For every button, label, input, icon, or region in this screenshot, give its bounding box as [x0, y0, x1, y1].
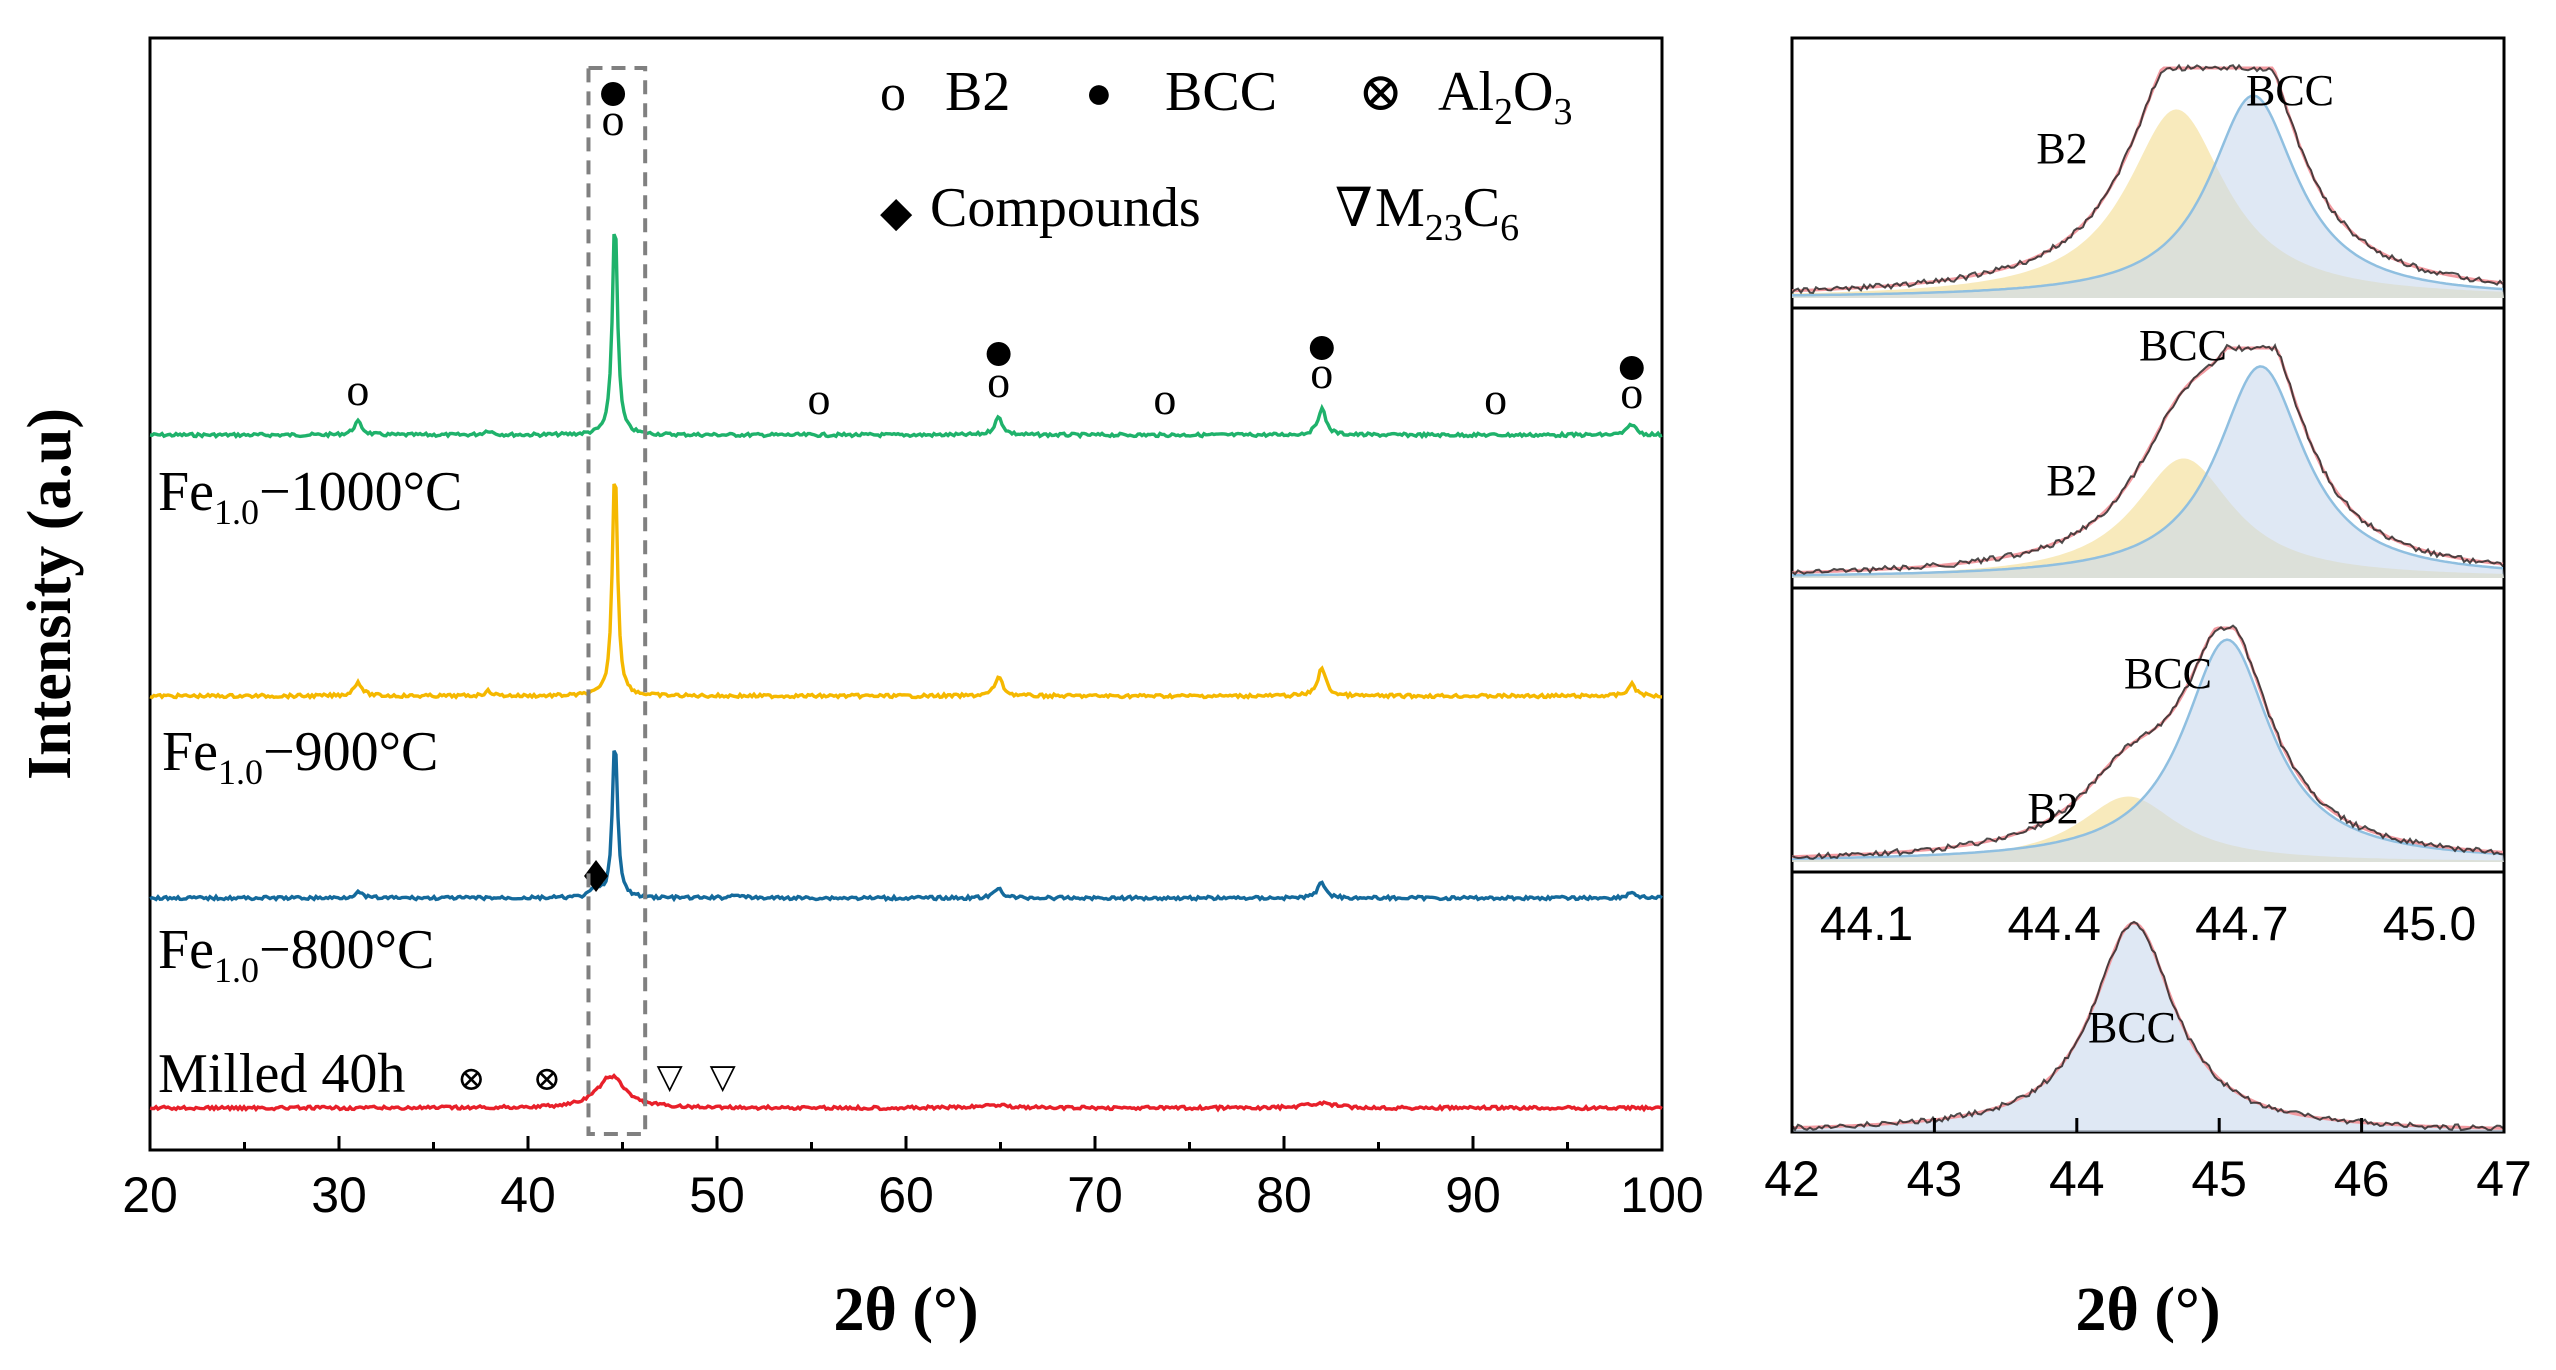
bcc-area [1792, 923, 2504, 1132]
x-tick-label: 40 [500, 1167, 556, 1223]
bcc-fit-line [1792, 94, 2504, 297]
panel-b2-label: B2 [2036, 124, 2087, 173]
x-tick-label: 20 [122, 1167, 178, 1223]
x-tick-label: 30 [311, 1167, 367, 1223]
b2-marker: o [1310, 347, 1333, 398]
legend-m23c6-label: M23C6 [1375, 177, 1519, 249]
main-y-axis-label: Intensity (a.u) [16, 408, 84, 780]
legend: o B2 ● BCC ⊗ Al2O3 ◆ Compounds ∇ M23C6 [880, 61, 1572, 249]
phase-markers: o o o o o o o o ⊗ ⊗ ▽ ▽ [346, 82, 1644, 1098]
x-tick-label: 50 [689, 1167, 745, 1223]
sample-label-3: Milled 40h [158, 1043, 405, 1105]
trace-0 [149, 233, 1663, 440]
main-x-axis: 20 30 40 50 60 70 80 90 100 [122, 1136, 1704, 1223]
inner-x-tick-label: 44.4 [2007, 898, 2100, 951]
b2-marker: o [808, 373, 831, 424]
panel-bcc-label: BCC [2088, 1003, 2176, 1052]
b2-marker: o [1620, 367, 1643, 418]
right-x-tick-label: 43 [1907, 1151, 1963, 1207]
inner-x-tick-label: 44.7 [2195, 898, 2288, 951]
observed-line [1791, 342, 2504, 576]
deconvolution-panels: BCC B2 BCC B2 BCC B2 BCC 42 43 44 45 46 47 44.1 44.4… [1764, 36, 2532, 1344]
m23c6-marker: ▽ [710, 1059, 737, 1096]
bcc-marker [986, 342, 1011, 366]
bcc-marker [1309, 336, 1334, 360]
sample-label-1: Fe1.0−900°C [162, 721, 438, 792]
legend-m23c6-symbol: ∇ [1335, 178, 1373, 238]
trace-3 [149, 1073, 1663, 1113]
b2-marker: o [602, 94, 625, 145]
b2-marker: o [1484, 373, 1507, 424]
panel-bcc-label: BCC [2246, 66, 2334, 115]
bcc-area [1792, 95, 2504, 298]
right-x-tick-label: 45 [2191, 1151, 2247, 1207]
bcc-fit-line [1792, 365, 2504, 577]
bcc-fit-line [1792, 638, 2504, 860]
bcc-marker [601, 82, 626, 106]
x-tick-label: 70 [1067, 1167, 1123, 1223]
bcc-marker [1619, 356, 1644, 380]
x-tick-label: 80 [1256, 1167, 1312, 1223]
right-x-axis-label: 2θ (°) [2076, 1276, 2221, 1344]
trace-1 [149, 483, 1663, 701]
highlight-box [586, 66, 648, 1136]
right-x-tick-label: 44 [2049, 1151, 2105, 1207]
trace-2 [149, 750, 1664, 903]
sample-labels: Fe1.0−1000°C Fe1.0−900°C Fe1.0−800°C Milled… [158, 461, 462, 1105]
panel-b2-label: B2 [2027, 784, 2078, 833]
inner-x-tick-label: 44.1 [1820, 898, 1913, 951]
right-x-tick-label: 42 [1764, 1151, 1820, 1207]
x-tick-label: 90 [1445, 1167, 1501, 1223]
b2-area [1792, 458, 2504, 578]
inner-x-tick-label: 45.0 [2383, 898, 2476, 951]
x-tick-label: 60 [878, 1167, 934, 1223]
main-x-axis-label: 2θ (°) [834, 1276, 979, 1344]
legend-compounds-label: Compounds [930, 177, 1201, 239]
right-x-tick-label: 46 [2334, 1151, 2390, 1207]
main-xrd-chart: 20 30 40 50 60 70 80 90 100 o o o o o o o o ⊗ ⊗ ▽ ▽ Fe1.0−1… [16, 36, 1704, 1344]
x-tick-label: 100 [1620, 1167, 1703, 1223]
legend-bcc-symbol: ● [1085, 67, 1113, 118]
bcc-area [1792, 366, 2504, 578]
b2-area [1792, 109, 2504, 299]
legend-b2-symbol: o [880, 65, 906, 122]
main-traces [149, 233, 1664, 1113]
legend-al2o3-label: Al2O3 [1438, 61, 1572, 133]
right-panels-content: BCC B2 BCC B2 BCC B2 BCC [1791, 63, 2504, 1132]
observed-line [1791, 624, 2504, 860]
legend-bcc-label: BCC [1165, 61, 1277, 123]
m23c6-marker: ▽ [657, 1059, 684, 1096]
legend-b2-label: B2 [945, 61, 1010, 123]
right-x-axis: 42 43 44 45 46 47 [1764, 1118, 2532, 1207]
b2-marker: o [346, 364, 369, 415]
panel-bcc-label: BCC [2124, 649, 2212, 698]
sample-label-0: Fe1.0−1000°C [158, 461, 462, 532]
legend-al2o3-symbol: ⊗ [1358, 62, 1403, 122]
observed-line [1791, 63, 2504, 295]
inner-x-axis: 44.1 44.4 44.7 45.0 [1820, 898, 2476, 951]
b2-marker: o [1153, 373, 1176, 424]
al2o3-marker: ⊗ [457, 1061, 486, 1098]
bcc-area [1792, 639, 2504, 862]
right-x-tick-label: 47 [2476, 1151, 2532, 1207]
panel-b2-label: B2 [2046, 456, 2097, 505]
b2-marker: o [987, 356, 1010, 407]
sample-label-2: Fe1.0−800°C [158, 919, 434, 990]
observed-line [1791, 920, 2504, 1132]
al2o3-marker: ⊗ [533, 1061, 562, 1098]
panel-bcc-label: BCC [2139, 321, 2227, 370]
legend-compounds-symbol: ◆ [880, 190, 913, 236]
